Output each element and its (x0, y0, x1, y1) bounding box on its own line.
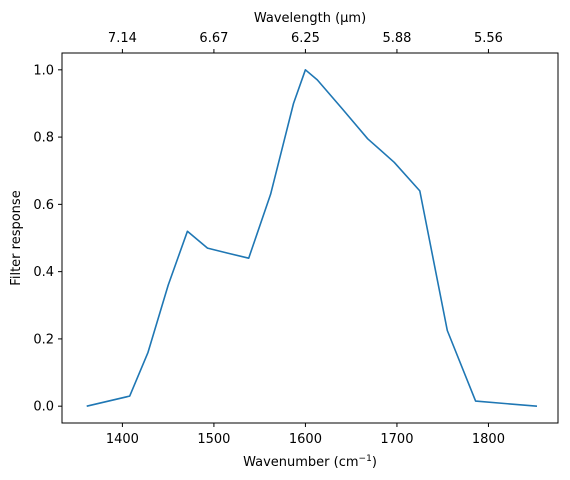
x-axis-label: Wavenumber (cm−1) (243, 454, 377, 470)
x-tick-label: 1400 (106, 432, 139, 447)
top-tick-label: 5.88 (382, 31, 411, 46)
top-tick-label: 7.14 (108, 31, 137, 46)
y-tick-label: 0.8 (33, 131, 54, 146)
top-tick-label: 5.56 (474, 31, 503, 46)
top-tick-label: 6.67 (199, 31, 228, 46)
x-tick-label: 1600 (289, 432, 322, 447)
y-axis-label: Filter response (9, 190, 24, 285)
top-tick-label: 6.25 (291, 31, 320, 46)
x-tick-label: 1800 (472, 432, 505, 447)
top-x-ticks: 7.14 6.67 6.25 5.88 5.56 (108, 31, 503, 53)
y-tick-label: 0.6 (33, 198, 54, 213)
series-group (86, 69, 538, 407)
y-tick-label: 1.0 (33, 63, 54, 78)
bottom-x-ticks: 1400 1500 1600 1700 1800 (106, 423, 505, 447)
y-tick-label: 0.2 (33, 332, 54, 347)
x-tick-label: 1700 (380, 432, 413, 447)
y-tick-label: 0.4 (33, 265, 54, 280)
y-ticks: 0.0 0.2 0.4 0.6 0.8 1.0 (33, 63, 62, 415)
y-tick-label: 0.0 (33, 400, 54, 415)
top-x-axis-label: Wavelength (μm) (254, 11, 366, 26)
series-line (86, 69, 538, 407)
plot-frame (61, 52, 559, 424)
x-tick-label: 1500 (197, 432, 230, 447)
